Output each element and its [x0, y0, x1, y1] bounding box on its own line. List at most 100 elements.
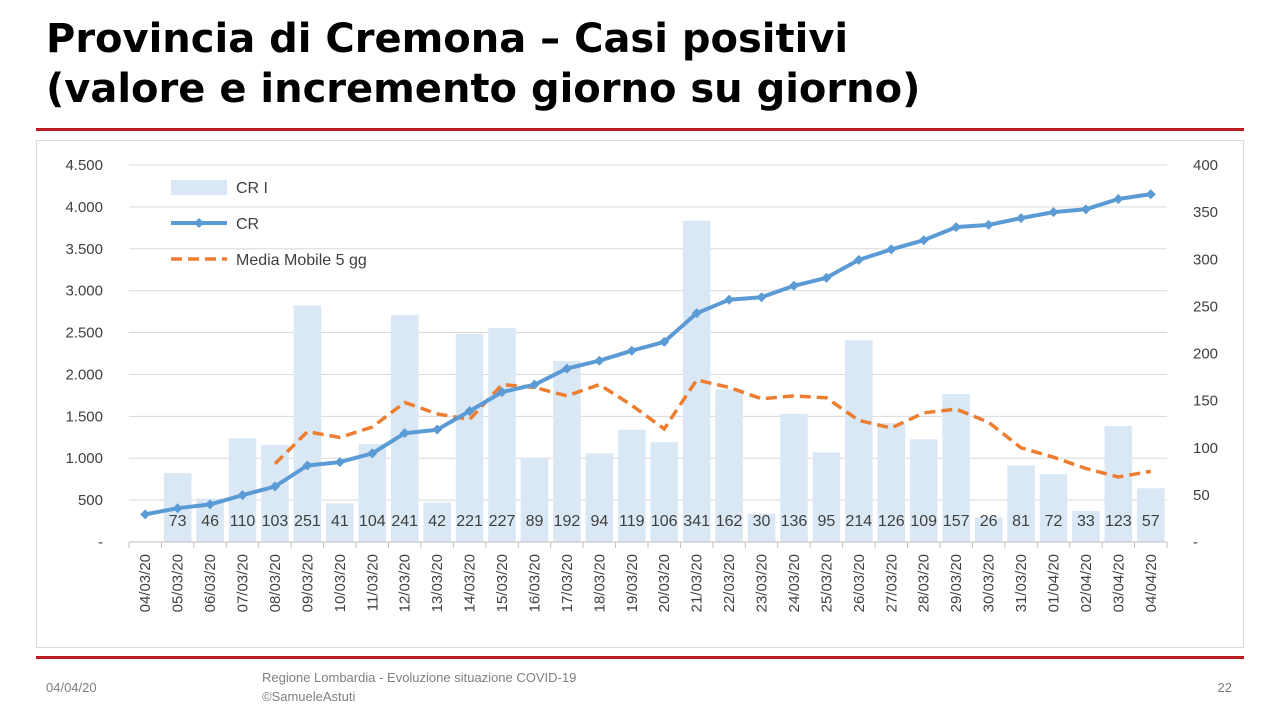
cr-marker — [659, 336, 670, 347]
y-left-tick-label: 1.000 — [65, 450, 103, 467]
y-right-tick-label: 400 — [1193, 157, 1218, 174]
bar-cr-i — [1039, 474, 1068, 542]
cr-marker — [367, 448, 378, 459]
y-right-tick-label: 150 — [1193, 393, 1218, 410]
bar-cr-i — [585, 453, 614, 542]
bar-cr-i — [812, 452, 841, 542]
y-right-tick-label: 200 — [1193, 346, 1218, 363]
bar-data-label: 26 — [980, 513, 998, 530]
bar-data-label: 109 — [910, 513, 937, 530]
bar-data-label: 72 — [1045, 513, 1063, 530]
moving-average-line — [273, 377, 1152, 479]
x-tick-label: 24/03/20 — [786, 554, 803, 612]
x-tick-label: 29/03/20 — [948, 554, 965, 612]
bar-data-label: 30 — [753, 513, 771, 530]
bar-data-label: 192 — [554, 513, 581, 530]
x-tick-label: 03/04/20 — [1110, 554, 1127, 612]
bar-data-label: 251 — [294, 513, 321, 530]
y-left-tick-label: 3.000 — [65, 283, 103, 300]
x-tick-label: 08/03/20 — [267, 554, 284, 612]
y-right-tick-label: 100 — [1193, 440, 1218, 457]
bar-cr-i — [488, 328, 516, 542]
cr-marker — [626, 345, 637, 356]
bar-cr-i — [715, 389, 743, 542]
y-right-tick-label: 50 — [1193, 487, 1210, 504]
cr-marker — [788, 280, 799, 291]
bar-cr-i — [358, 443, 387, 542]
footer-source: Regione Lombardia - Evoluzione situazion… — [262, 668, 576, 706]
legend-swatch-cr-i — [171, 180, 227, 195]
footer-date: 04/04/20 — [46, 680, 97, 695]
x-tick-label: 10/03/20 — [332, 554, 349, 612]
legend-label-moving-average: Media Mobile 5 gg — [236, 252, 367, 269]
x-tick-label: 09/03/20 — [299, 554, 316, 612]
cr-marker — [399, 428, 410, 439]
y-right-tick-label: 300 — [1193, 251, 1218, 268]
bar-data-label: 341 — [683, 513, 710, 530]
combo-chart: - 500 1.000 1.500 2.000 2.500 3.000 3.500 4.000 4… — [65, 157, 1218, 612]
y-left-tick-label: 1.500 — [65, 408, 103, 425]
x-tick-label: 11/03/20 — [364, 554, 381, 611]
bar-data-label: 42 — [428, 513, 446, 530]
cr-marker — [140, 509, 151, 520]
x-tick-label: 23/03/20 — [754, 554, 771, 612]
cr-marker — [918, 235, 929, 246]
cr-marker — [497, 387, 508, 398]
bar-data-label: 136 — [781, 513, 808, 530]
legend-label-cr: CR — [236, 216, 259, 233]
cr-marker — [1048, 207, 1059, 218]
cr-marker — [951, 222, 962, 233]
bar-data-label: 95 — [818, 513, 836, 530]
cr-marker — [853, 254, 864, 265]
y-left-tick-label: 2.000 — [65, 366, 103, 383]
x-tick-label: 26/03/20 — [851, 554, 868, 612]
bar-cr-i — [455, 333, 484, 542]
bar-data-label: 41 — [331, 513, 349, 530]
x-tick-label: 02/04/20 — [1078, 554, 1095, 612]
bar-cr-i — [845, 340, 873, 542]
y-left-tick-label: 500 — [78, 492, 103, 509]
cr-marker — [594, 355, 605, 366]
bar-data-label: 119 — [619, 513, 645, 530]
cr-marker — [269, 481, 280, 492]
bar-data-label: 94 — [590, 513, 608, 530]
cr-marker — [464, 406, 475, 417]
cr-marker — [432, 424, 443, 435]
x-tick-label: 07/03/20 — [235, 554, 252, 612]
y-left-tick-label: 4.000 — [65, 199, 103, 216]
bar-data-label: 89 — [526, 513, 544, 530]
bar-data-label: 221 — [456, 513, 483, 530]
bar-data-label: 162 — [716, 513, 743, 530]
title-line-1: Provincia di Cremona – Casi positivi — [46, 16, 849, 62]
title-rule — [36, 128, 1244, 131]
bar-cr-i — [1072, 510, 1100, 542]
x-tick-label: 15/03/20 — [494, 554, 511, 612]
x-tick-label: 16/03/20 — [526, 554, 543, 612]
x-tick-label: 28/03/20 — [916, 554, 933, 612]
x-tick-label: 19/03/20 — [624, 554, 641, 612]
x-tick-label: 22/03/20 — [721, 554, 738, 612]
bar-data-label: 106 — [651, 513, 678, 530]
bar-cr-i — [423, 502, 451, 542]
cr-line — [144, 192, 1152, 517]
x-tick-label: 18/03/20 — [591, 554, 608, 612]
y-right-tick-label: 250 — [1193, 298, 1218, 315]
bar-cr-i — [520, 458, 549, 542]
cr-marker — [302, 460, 313, 471]
x-tick-label: 01/04/20 — [1045, 554, 1062, 612]
bar-data-label: 57 — [1142, 513, 1160, 530]
cr-marker — [1113, 194, 1124, 205]
cr-marker — [561, 363, 572, 374]
x-tick-label: 20/03/20 — [656, 554, 673, 612]
bar-data-label: 126 — [878, 513, 905, 530]
bar-data-label: 110 — [230, 513, 256, 530]
bar-cr-i — [909, 439, 938, 542]
bar-data-label: 104 — [359, 513, 386, 530]
chart-frame: - 500 1.000 1.500 2.000 2.500 3.000 3.500 4.000 4… — [36, 140, 1244, 648]
legend-label-cr-i: CR I — [236, 180, 268, 197]
cr-marker — [1145, 189, 1156, 200]
y-left-tick-label: 4.500 — [65, 157, 103, 174]
cr-marker — [237, 490, 248, 501]
x-tick-label: 30/03/20 — [981, 554, 998, 612]
y-right-tick-label: - — [1193, 534, 1198, 551]
